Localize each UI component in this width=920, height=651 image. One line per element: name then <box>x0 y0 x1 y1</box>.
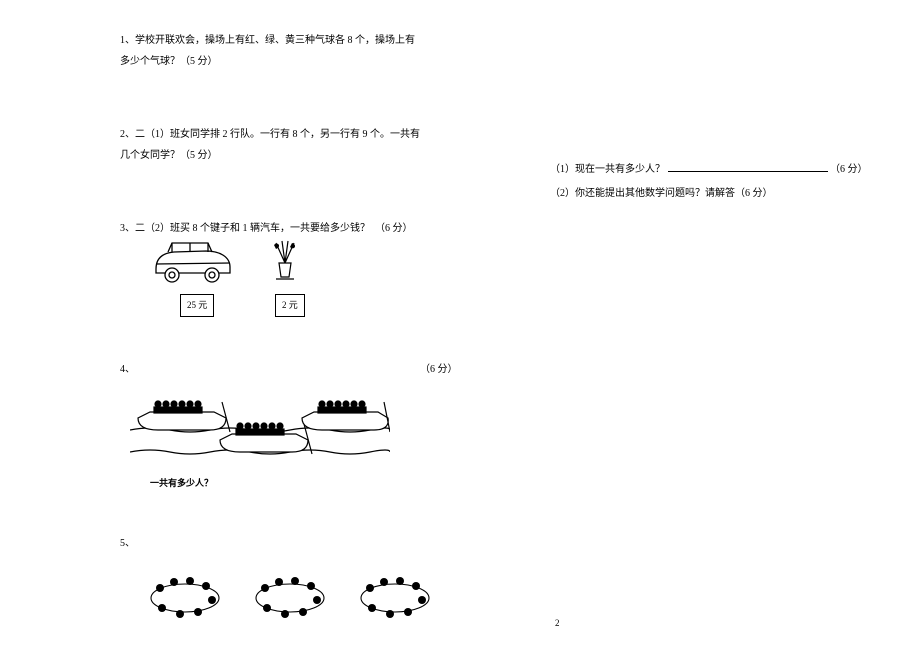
question-2: 2、二（1）班女同学排 2 行队。一行有 8 个，另一行有 9 个。一共有 几个… <box>120 124 480 166</box>
left-column: 1、学校开联欢会，操场上有红、绿、黄三种气球各 8 个，操场上有 多少个气球？（… <box>120 30 480 636</box>
q5-sub2: （2）你还能提出其他数学问题吗？请解答（6 分） <box>550 182 880 206</box>
q1-line1: 1、学校开联欢会，操场上有红、绿、黄三种气球各 8 个，操场上有 <box>120 30 480 51</box>
answer-blank <box>668 162 828 172</box>
q2-line2: 几个女同学？（5 分） <box>120 145 480 166</box>
right-column: （1）现在一共有多少人？ （6 分） （2）你还能提出其他数学问题吗？请解答（6… <box>550 158 880 206</box>
q3-illustration: 25 元 2 元 <box>140 239 480 314</box>
shuttlecock-icon <box>268 239 302 285</box>
q5-sub1-points: （6 分） <box>830 164 868 175</box>
boats-icon <box>130 382 390 462</box>
q5-sub1: （1）现在一共有多少人？ （6 分） <box>550 158 880 182</box>
tables-illustration <box>120 554 480 636</box>
exam-page: 1、学校开联欢会，操场上有红、绿、黄三种气球各 8 个，操场上有 多少个气球？（… <box>0 0 920 651</box>
price-label-car: 25 元 <box>180 294 214 317</box>
question-1: 1、学校开联欢会，操场上有红、绿、黄三种气球各 8 个，操场上有 多少个气球？（… <box>120 30 480 72</box>
round-tables-icon <box>140 556 440 628</box>
car-icon <box>150 239 236 285</box>
question-5: 5、 <box>120 533 480 636</box>
boats-illustration <box>120 380 480 470</box>
q4-caption: 一共有多少人？ <box>150 474 480 493</box>
q5-sub1-prefix: （1）现在一共有多少人？ <box>550 164 665 175</box>
q2-line1: 2、二（1）班女同学排 2 行队。一行有 8 个，另一行有 9 个。一共有 <box>120 124 480 145</box>
q1-line2: 多少个气球？（5 分） <box>120 51 480 72</box>
q4-points: （6 分） <box>420 359 458 380</box>
q4-number: 4、 <box>120 364 135 375</box>
question-4: 4、 （6 分） <box>120 359 480 493</box>
price-label-bonsai: 2 元 <box>275 294 305 317</box>
q3-text: 3、二（2）班买 8 个键子和 1 辆汽车，一共要给多少钱？ （6 分） <box>120 218 480 239</box>
page-number: 2 <box>555 618 560 628</box>
question-3: 3、二（2）班买 8 个键子和 1 辆汽车，一共要给多少钱？ （6 分） <box>120 218 480 314</box>
q5-number: 5、 <box>120 538 135 549</box>
